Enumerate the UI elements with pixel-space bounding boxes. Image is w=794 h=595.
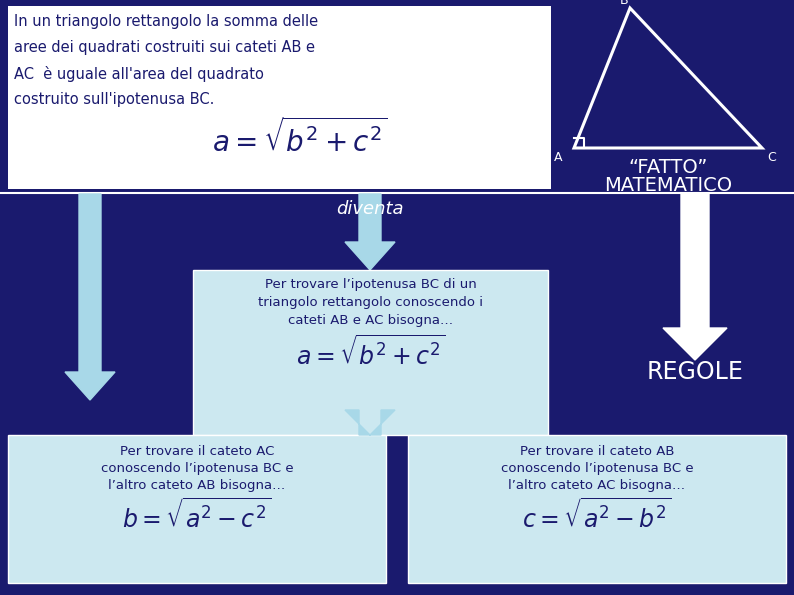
Text: B: B [619,0,628,7]
Text: $a=\sqrt{b^2+c^2}$: $a=\sqrt{b^2+c^2}$ [295,335,445,370]
Polygon shape [345,194,395,270]
Text: cateti AB e AC bisogna…: cateti AB e AC bisogna… [288,314,453,327]
Text: REGOLE: REGOLE [646,360,743,384]
Polygon shape [345,410,395,435]
Text: $c=\sqrt{a^2-b^2}$: $c=\sqrt{a^2-b^2}$ [522,498,672,533]
Text: $b=\sqrt{a^2-c^2}$: $b=\sqrt{a^2-c^2}$ [122,498,272,533]
Text: Per trovare l’ipotenusa BC di un: Per trovare l’ipotenusa BC di un [264,278,476,291]
Text: $a=\sqrt{b^2+c^2}$: $a=\sqrt{b^2+c^2}$ [212,118,388,158]
FancyBboxPatch shape [8,6,551,189]
Polygon shape [65,194,115,400]
Text: Per trovare il cateto AB: Per trovare il cateto AB [520,445,674,458]
Text: diventa: diventa [336,200,404,218]
Text: costruito sull'ipotenusa BC.: costruito sull'ipotenusa BC. [14,92,214,107]
Text: A: A [553,151,562,164]
Text: triangolo rettangolo conoscendo i: triangolo rettangolo conoscendo i [258,296,483,309]
Text: conoscendo l’ipotenusa BC e: conoscendo l’ipotenusa BC e [501,462,693,475]
FancyBboxPatch shape [193,270,548,435]
Text: conoscendo l’ipotenusa BC e: conoscendo l’ipotenusa BC e [101,462,293,475]
Text: “FATTO”: “FATTO” [628,158,707,177]
Text: MATEMATICO: MATEMATICO [604,176,732,195]
Text: C: C [767,151,776,164]
Text: In un triangolo rettangolo la somma delle: In un triangolo rettangolo la somma dell… [14,14,318,29]
FancyBboxPatch shape [8,435,386,583]
Polygon shape [663,194,727,360]
Text: AC  è uguale all'area del quadrato: AC è uguale all'area del quadrato [14,66,264,82]
Text: l’altro cateto AC bisogna…: l’altro cateto AC bisogna… [508,479,685,492]
Text: Per trovare il cateto AC: Per trovare il cateto AC [120,445,274,458]
FancyBboxPatch shape [408,435,786,583]
Text: aree dei quadrati costruiti sui cateti AB e: aree dei quadrati costruiti sui cateti A… [14,40,315,55]
Text: l’altro cateto AB bisogna…: l’altro cateto AB bisogna… [108,479,286,492]
